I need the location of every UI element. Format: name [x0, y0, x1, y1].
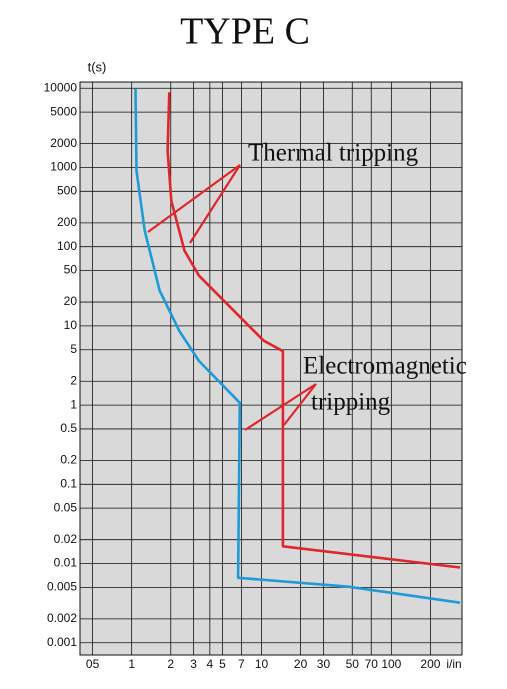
y-tick-label: 2000 — [50, 136, 77, 150]
curve — [134, 88, 461, 604]
y-tick-label: 100 — [57, 239, 77, 253]
x-tick-label: 20 — [294, 657, 308, 671]
x-tick-label: 50 — [346, 657, 360, 671]
y-tick-label: 0.005 — [47, 580, 77, 594]
y-tick-label: 1000 — [50, 160, 77, 174]
y-tick-label: 20 — [64, 294, 78, 308]
y-tick-label: 50 — [64, 263, 78, 277]
y-tick-label: 500 — [57, 183, 77, 197]
pointer — [147, 164, 241, 244]
x-tick-label: 100 — [381, 657, 401, 671]
x-tick-label: 05 — [86, 657, 100, 671]
y-tick-label: 0.1 — [60, 476, 77, 490]
x-tick-label: 10 — [255, 657, 269, 671]
x-tick-label: 2 — [167, 657, 174, 671]
pointer — [244, 383, 317, 431]
y-tick-label: 10 — [64, 318, 78, 332]
x-tick-label: 200 — [420, 657, 440, 671]
curves — [134, 88, 461, 604]
chart-title: TYPE C — [180, 11, 310, 53]
annotation: Electromagnetic — [303, 353, 467, 380]
y-tick-label: 10000 — [44, 80, 78, 94]
annotation: Thermal tripping — [248, 140, 419, 167]
plot-border — [79, 81, 463, 656]
x-tick-label: 1 — [128, 657, 135, 671]
x-axis-label: i/in — [446, 657, 461, 671]
y-tick-label: 0.001 — [47, 635, 77, 649]
y-tick-label: 0.02 — [54, 532, 78, 546]
x-tick-label: 4 — [206, 657, 213, 671]
y-tick-label: 0.01 — [54, 556, 78, 570]
y-tick-label: 0.05 — [54, 500, 78, 514]
x-tick-label: 5 — [219, 657, 226, 671]
y-tick-label: 200 — [57, 215, 77, 229]
x-tick-label: 3 — [190, 657, 197, 671]
y-tick-label: 5000 — [50, 104, 77, 118]
y-tick-label: 0.2 — [60, 453, 77, 467]
annotation: tripping — [311, 389, 391, 416]
curve — [166, 92, 461, 569]
y-tick-label: 0.5 — [60, 421, 77, 435]
y-tick-label: 2 — [70, 373, 77, 387]
x-tick-label: 30 — [317, 657, 331, 671]
y-axis-label: t(s) — [88, 59, 107, 74]
x-tick-label: 70 — [365, 657, 379, 671]
y-tick-label: 1 — [70, 397, 77, 411]
annotation-pointers — [147, 164, 317, 431]
y-tick-label: 5 — [70, 342, 77, 356]
x-tick-label: 7 — [238, 657, 245, 671]
y-tick-label: 0.002 — [47, 611, 77, 625]
